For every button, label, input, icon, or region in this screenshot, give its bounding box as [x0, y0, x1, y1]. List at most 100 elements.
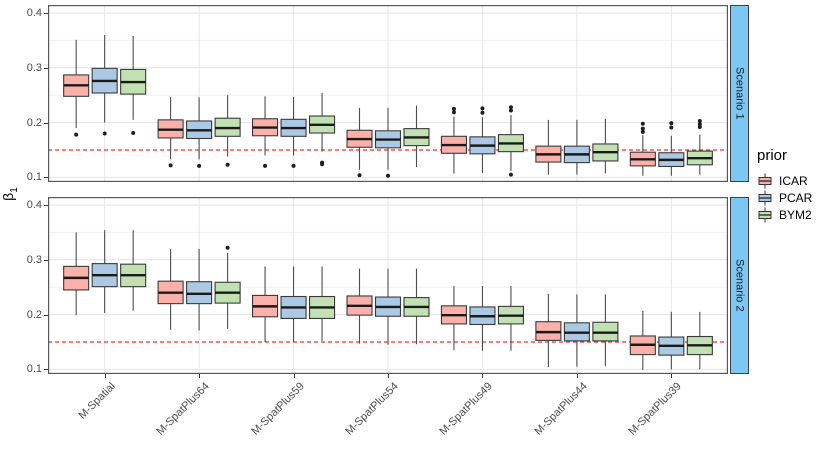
y-tick-label: 0.3	[26, 61, 42, 74]
panel-canvas-1	[48, 5, 728, 183]
boxplot-M-SpatPlus39-ICAR	[629, 121, 656, 176]
outlier-point	[168, 163, 173, 168]
boxplot-M-SpatPlus39-BYM2	[686, 311, 713, 370]
boxplot-key-icon	[758, 173, 772, 189]
boxplot-M-Spatial-BYM2	[120, 36, 147, 136]
boxplot-M-SpatPlus64-PCAR	[186, 248, 213, 331]
boxplot-M-SpatPlus59-PCAR	[280, 266, 307, 342]
y-tick-label: 0.3	[26, 253, 42, 266]
x-tick-label: M-SpatPlus64	[154, 380, 212, 438]
boxplot-M-SpatPlus44-BYM2	[592, 118, 619, 174]
boxplot-M-SpatPlus59-PCAR	[280, 96, 307, 168]
boxplot-M-SpatPlus54-PCAR	[374, 107, 402, 178]
x-tick-mark	[482, 374, 484, 378]
x-tick-label: M-SpatPlus59	[248, 380, 307, 438]
outlier-point	[291, 163, 296, 168]
outlier-point	[697, 122, 702, 127]
outlier-point	[102, 131, 107, 136]
boxplot-M-SpatPlus44-PCAR	[563, 294, 590, 367]
outlier-point	[640, 126, 645, 131]
y-axis-title-sub: 1	[8, 187, 20, 193]
outlier-point	[508, 172, 513, 177]
boxplot-M-SpatPlus54-ICAR	[346, 107, 373, 178]
legend-entry-BYM2: BYM2	[757, 207, 812, 223]
outlier-point	[386, 173, 390, 178]
boxplot-M-SpatPlus49-ICAR	[440, 106, 467, 174]
boxplot-M-SpatPlus39-PCAR	[658, 311, 685, 370]
outlier-point	[357, 173, 362, 178]
y-tick-mark	[44, 122, 48, 124]
x-tick-mark	[576, 374, 578, 378]
y-tick-label: 0.4	[26, 7, 42, 19]
outlier-point	[451, 110, 456, 115]
boxplot-M-SpatPlus44-ICAR	[535, 119, 562, 175]
x-tick-label: M-SpatPlus39	[626, 380, 685, 438]
facet-strip-1: Scenario 1	[730, 5, 749, 182]
boxplot-M-Spatial-ICAR	[63, 39, 90, 137]
x-tick-label: M-SpatPlus54	[343, 380, 401, 438]
y-tick-mark	[44, 314, 48, 316]
boxplot-M-Spatial-PCAR	[91, 230, 118, 313]
legend-entry-PCAR: PCAR	[757, 190, 812, 206]
panel-canvas-2	[48, 197, 728, 375]
boxplot-M-SpatPlus44-BYM2	[592, 294, 619, 367]
outlier-point	[669, 121, 674, 126]
legend-entry-ICAR: ICAR	[757, 173, 812, 189]
outlier-point	[508, 105, 513, 110]
boxplot-key-icon	[758, 207, 772, 223]
boxplot-M-SpatPlus54-BYM2	[403, 268, 430, 345]
y-tick-label: 0.2	[26, 308, 42, 321]
facet-strip-label: Scenario 1	[733, 67, 746, 120]
boxplot-M-SpatPlus64-BYM2	[214, 245, 241, 329]
boxplot-M-SpatPlus49-ICAR	[440, 286, 467, 351]
y-tick-mark	[44, 13, 48, 14]
outlier-point	[480, 110, 485, 115]
x-tick-mark	[671, 374, 673, 378]
y-tick-label: 0.4	[26, 199, 42, 211]
outlier-point	[640, 129, 645, 134]
boxplot-M-SpatPlus59-ICAR	[252, 96, 279, 168]
outlier-point	[697, 118, 702, 123]
legend-entry-label: BYM2	[779, 207, 812, 222]
y-tick-label: 0.2	[26, 116, 42, 129]
boxplot-M-SpatPlus49-BYM2	[497, 105, 524, 177]
boxplot-M-SpatPlus49-PCAR	[469, 106, 496, 174]
y-axis-title: β1	[0, 182, 20, 206]
facet-panel-1	[48, 5, 728, 183]
boxplot-M-SpatPlus64-PCAR	[186, 97, 213, 168]
boxplot-M-SpatPlus54-BYM2	[403, 105, 430, 167]
legend: prior ICAR PCAR BYM2	[757, 147, 812, 224]
outlier-point	[131, 131, 136, 136]
x-tick-mark	[199, 374, 201, 378]
boxplot-M-SpatPlus39-ICAR	[629, 310, 656, 370]
outlier-point	[451, 106, 456, 111]
y-tick-mark	[44, 259, 48, 261]
boxplot-M-Spatial-BYM2	[120, 230, 147, 311]
y-tick-mark	[44, 369, 48, 371]
legend-entry-label: ICAR	[779, 173, 808, 188]
boxplot-M-SpatPlus64-ICAR	[157, 96, 184, 168]
outlier-point	[669, 125, 674, 130]
x-tick-mark	[293, 374, 295, 378]
boxplot-M-SpatPlus39-BYM2	[686, 118, 713, 175]
boxplot-M-SpatPlus54-ICAR	[346, 268, 373, 344]
y-tick-mark	[44, 67, 48, 69]
facet-panel-2	[48, 197, 728, 375]
outlier-point	[263, 163, 268, 168]
legend-entry-label: PCAR	[779, 190, 813, 205]
x-tick-label: M-Spatial	[76, 380, 118, 422]
legend-title: prior	[757, 147, 788, 164]
outlier-point	[225, 245, 230, 250]
boxplot-M-SpatPlus44-PCAR	[563, 119, 590, 175]
y-axis-title-base: β	[0, 192, 16, 201]
boxplot-M-SpatPlus54-PCAR	[374, 268, 402, 345]
boxplot-M-SpatPlus49-PCAR	[469, 286, 496, 351]
boxplot-M-SpatPlus64-BYM2	[214, 95, 241, 167]
boxplot-M-SpatPlus59-ICAR	[252, 266, 279, 342]
boxplot-M-SpatPlus44-ICAR	[535, 293, 562, 368]
x-tick-mark	[388, 374, 389, 378]
x-tick-mark	[104, 374, 106, 378]
x-tick-label: M-SpatPlus44	[532, 380, 590, 438]
outlier-point	[225, 162, 230, 167]
